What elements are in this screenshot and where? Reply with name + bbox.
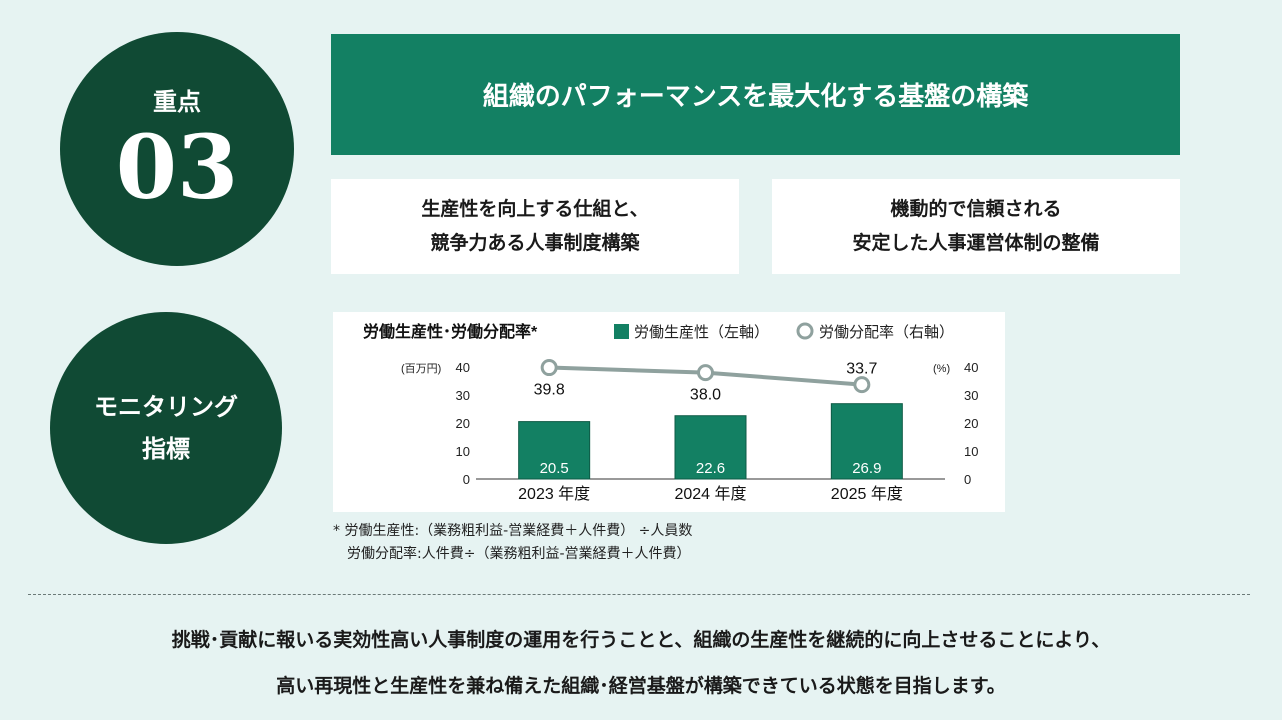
bar-productivity <box>518 421 591 480</box>
line-data-label: 38.0 <box>690 387 721 404</box>
y-left-tick-label: 40 <box>456 360 470 375</box>
focus-number: 03 <box>115 114 239 219</box>
y-left-tick-label: 30 <box>456 388 470 403</box>
y-left-tick-label: 10 <box>456 444 470 459</box>
y-right-tick-label: 20 <box>964 416 978 431</box>
legend-line-marker <box>796 322 814 340</box>
y-right-tick-label: 40 <box>964 360 978 375</box>
initiative-2-line1: 機動的で信頼される <box>890 198 1062 221</box>
legend-bar-label: 労働生産性（左軸） <box>634 324 769 341</box>
initiative-box-2: 機動的で信頼される 安定した人事運営体制の整備 <box>772 179 1180 274</box>
goal-statement: 挑戦･貢献に報いる実効性高い人事制度の運用を行うことと、組織の生産性を継続的に向… <box>0 618 1282 709</box>
bar-productivity <box>830 403 903 480</box>
bar-data-label: 20.5 <box>540 460 569 477</box>
legend-line-label: 労働分配率（右軸） <box>819 324 954 341</box>
line-point-labor-share <box>540 359 558 377</box>
initiative-1-line1: 生産性を向上する仕組と、 <box>421 198 649 221</box>
monitoring-line1: モニタリング <box>94 393 238 421</box>
chart-notes: * 労働生産性:（業務粗利益-営業経費＋人件費） ÷人員数 労働分配率:人件費÷… <box>333 520 692 566</box>
monitoring-line2: 指標 <box>142 435 190 463</box>
focus-title: 組織のパフォーマンスを最大化する基盤の構築 <box>482 82 1029 112</box>
goal-line-1: 挑戦･貢献に報いる実効性高い人事制度の運用を行うことと、組織の生産性を継続的に向… <box>171 629 1111 651</box>
focus-title-banner: 組織のパフォーマンスを最大化する基盤の構築 <box>331 34 1180 155</box>
line-data-label: 33.7 <box>846 361 877 378</box>
line-point-labor-share <box>697 364 714 382</box>
goal-line-2: 高い再現性と生産性を兼ね備えた組織･経営基盤が構築できている状態を目指します。 <box>276 674 1006 697</box>
x-tick-label: 2023 年度 <box>518 485 590 503</box>
y-right-tick-label: 30 <box>964 388 978 403</box>
chart-title: 労働生産性･労働分配率* <box>363 322 538 341</box>
focus-badge: 重点 03 <box>60 32 294 266</box>
y-left-unit: (百万円) <box>401 363 441 375</box>
line-data-label: 39.8 <box>534 382 565 399</box>
initiative-box-1: 生産性を向上する仕組と、 競争力ある人事制度構築 <box>331 179 739 274</box>
bar-data-label: 26.9 <box>852 460 881 477</box>
y-left-tick-label: 20 <box>456 416 470 431</box>
line-point-labor-share <box>853 376 871 394</box>
y-right-tick-label: 10 <box>964 444 978 459</box>
x-tick-label: 2025 年度 <box>831 485 903 503</box>
productivity-chart: 労働生産性･労働分配率* 労働生産性（左軸） 労働分配率（右軸） (百万円) (… <box>363 322 978 503</box>
bar-data-label: 22.6 <box>696 460 725 477</box>
initiative-2-line2: 安定した人事運営体制の整備 <box>852 231 1100 254</box>
y-right-unit: (%) <box>933 363 950 375</box>
monitoring-badge: モニタリング 指標 <box>50 312 282 544</box>
y-right-tick-label: 0 <box>964 472 971 487</box>
bar-productivity <box>674 415 747 480</box>
section-divider <box>28 594 1250 595</box>
x-tick-label: 2024 年度 <box>674 485 746 503</box>
legend-bar-swatch <box>614 324 629 339</box>
note-line-2: 労働分配率:人件費÷（業務粗利益-営業経費＋人件費） <box>347 546 691 563</box>
focus-label: 重点 <box>153 87 201 116</box>
initiative-1-line2: 競争力ある人事制度構築 <box>430 231 640 254</box>
y-left-tick-label: 0 <box>463 472 470 487</box>
chart-panel: 労働生産性･労働分配率* 労働生産性（左軸） 労働分配率（右軸） (百万円) (… <box>333 312 1005 512</box>
note-line-1: * 労働生産性:（業務粗利益-営業経費＋人件費） ÷人員数 <box>333 523 693 539</box>
